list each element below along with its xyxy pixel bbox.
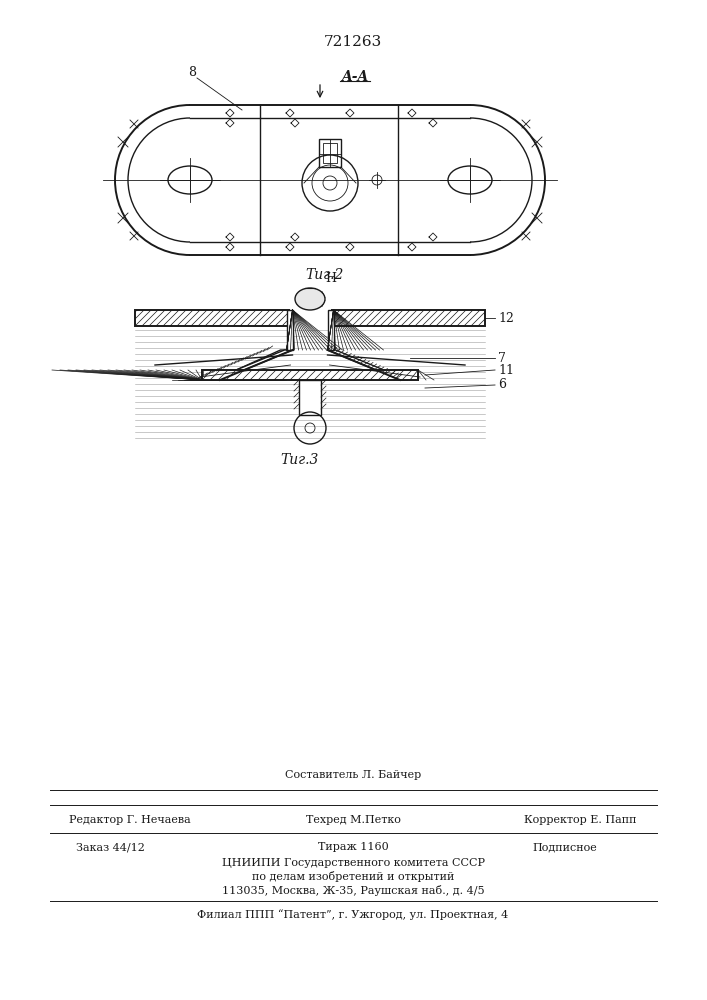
Text: Подписное: Подписное [532,842,597,852]
Polygon shape [327,350,408,380]
Bar [286,310,293,350]
Bar [135,310,485,326]
Text: 721263: 721263 [324,35,382,49]
Text: Филиал ППП “Патент”, г. Ужгород, ул. Проектная, 4: Филиал ППП “Патент”, г. Ужгород, ул. Про… [197,910,508,920]
Bar [202,370,418,380]
Text: 6: 6 [498,378,506,391]
Text: 8: 8 [188,66,196,80]
Text: Редактор Г. Нечаева: Редактор Г. Нечаева [69,815,191,825]
Bar [319,139,341,167]
Bar [323,143,337,163]
Text: H: H [325,272,336,285]
Text: A-A: A-A [341,70,368,84]
Text: Τиг.3: Τиг.3 [281,453,319,467]
Text: Τиг.2: Τиг.2 [306,268,344,282]
Text: ЦНИИПИ Государственного комитета СССР: ЦНИИПИ Государственного комитета СССР [221,858,484,868]
Text: по делам изобретений и открытий: по делам изобретений и открытий [252,871,454,882]
Bar [299,380,321,415]
Text: Техред М.Петко: Техред М.Петко [305,815,400,825]
Text: 12: 12 [498,312,514,324]
Text: 7: 7 [498,352,506,364]
Text: Тираж 1160: Тираж 1160 [317,842,388,852]
Text: 11: 11 [498,363,514,376]
Text: Корректор Е. Папп: Корректор Е. Папп [524,815,636,825]
Polygon shape [214,350,286,380]
Text: Заказ 44/12: Заказ 44/12 [76,842,144,852]
Text: Составитель Л. Байчер: Составитель Л. Байчер [285,770,421,780]
Text: 113035, Москва, Ж-35, Раушская наб., д. 4/5: 113035, Москва, Ж-35, Раушская наб., д. … [222,886,484,896]
Polygon shape [212,350,293,380]
Ellipse shape [295,288,325,310]
Bar [289,309,330,327]
Bar [327,310,334,350]
